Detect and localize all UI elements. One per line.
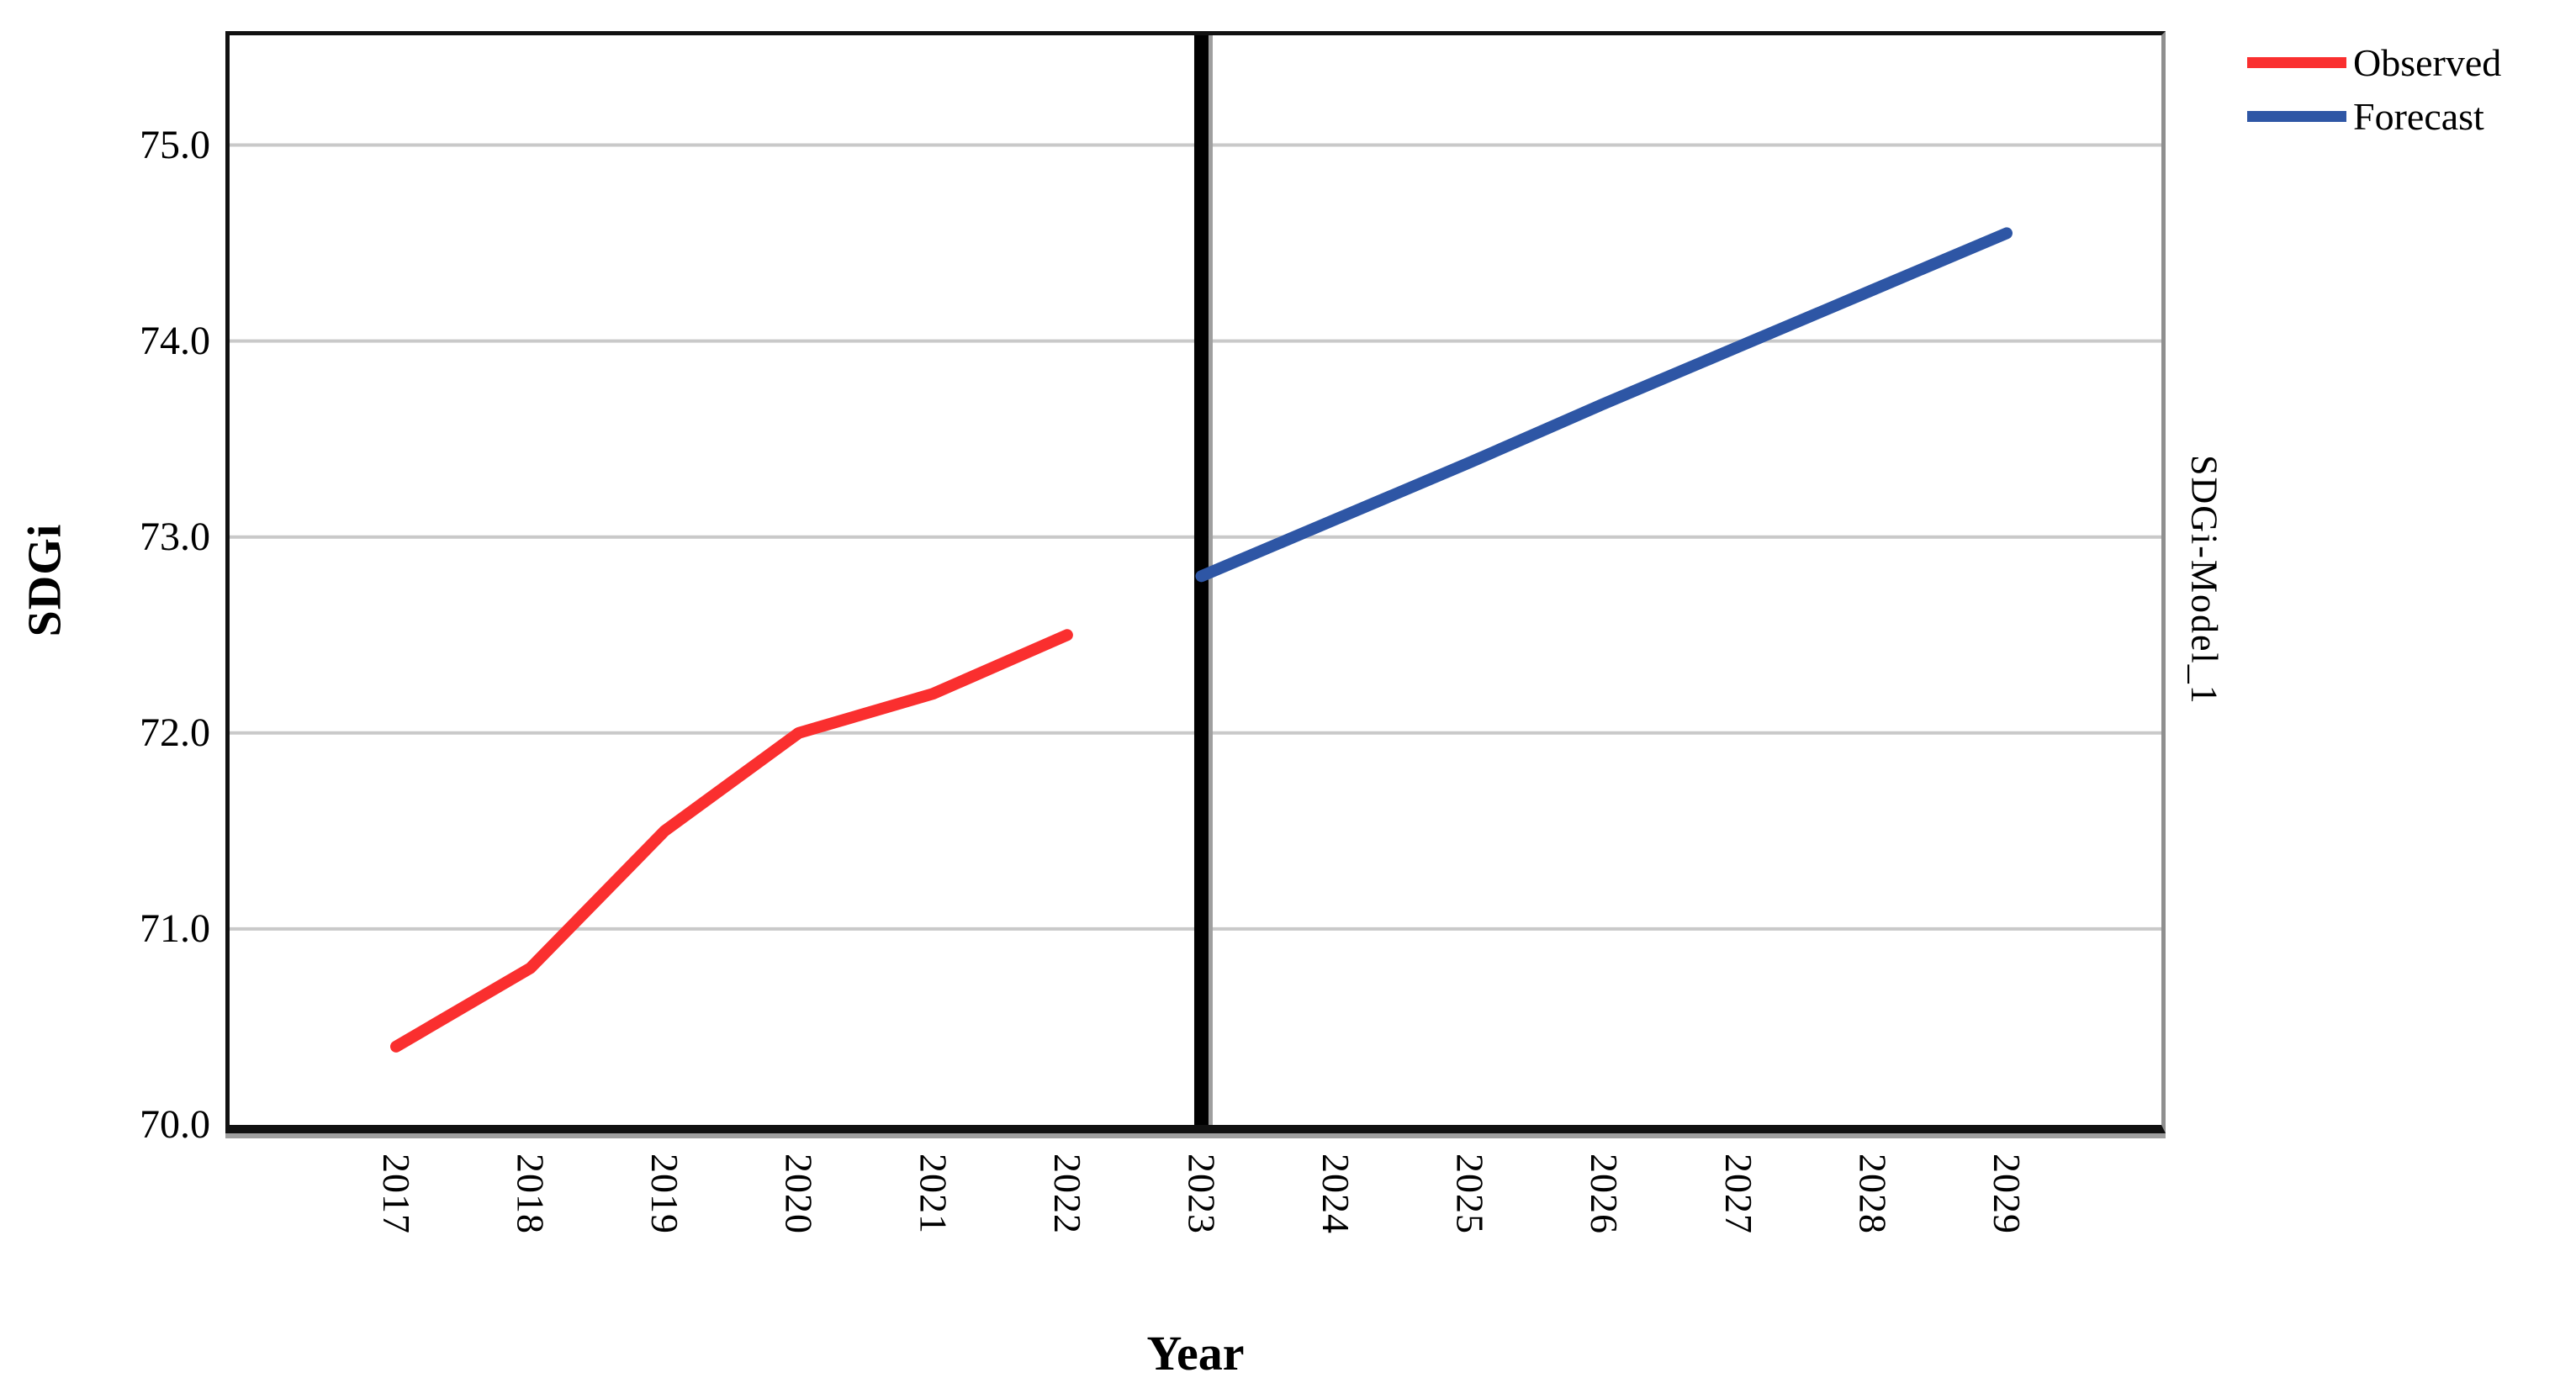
y-tick-label: 70.0	[140, 1102, 210, 1147]
x-tick-label: 2017	[375, 1154, 418, 1234]
y-tick-label: 73.0	[140, 514, 210, 559]
legend-item-observed: Observed	[2247, 40, 2501, 84]
legend: Observed Forecast	[2247, 40, 2501, 138]
right-model-label: SDGi-Model_1	[2183, 455, 2225, 705]
right-model-label-wrap: SDGi-Model_1	[2175, 35, 2234, 1125]
legend-label-observed: Observed	[2353, 40, 2502, 84]
y-tick-label: 74.0	[140, 318, 210, 363]
x-tick-label: 2019	[643, 1154, 687, 1234]
chart-svg	[230, 35, 2161, 1125]
legend-item-forecast: Forecast	[2247, 94, 2501, 138]
x-tick-label: 2021	[912, 1154, 955, 1234]
y-tick-label: 75.0	[140, 122, 210, 167]
observed-line	[390, 629, 1073, 1053]
x-tick-label: 2027	[1716, 1154, 1760, 1234]
observed-line-swatch	[2247, 56, 2346, 68]
x-tick-label: 2028	[1851, 1154, 1895, 1234]
y-axis-title-wrap: SDGi	[7, 35, 82, 1125]
legend-label-forecast: Forecast	[2353, 94, 2484, 138]
x-tick-label: 2024	[1314, 1154, 1358, 1234]
x-tick-label: 2018	[509, 1154, 553, 1234]
x-tick-label: 2022	[1045, 1154, 1089, 1234]
plot-area	[225, 31, 2166, 1133]
x-tick-label: 2020	[777, 1154, 821, 1234]
forecast-line-swatch	[2247, 110, 2346, 122]
x-tick-label: 2029	[1985, 1154, 2029, 1234]
x-tick-label: 2023	[1180, 1154, 1224, 1234]
forecast-line	[1195, 227, 2013, 583]
x-tick-label: 2025	[1448, 1154, 1492, 1234]
y-tick-label: 71.0	[140, 905, 210, 951]
x-tick-label: 2026	[1583, 1154, 1627, 1234]
y-tick-label: 72.0	[140, 710, 210, 755]
x-axis-title: Year	[1146, 1326, 1245, 1381]
